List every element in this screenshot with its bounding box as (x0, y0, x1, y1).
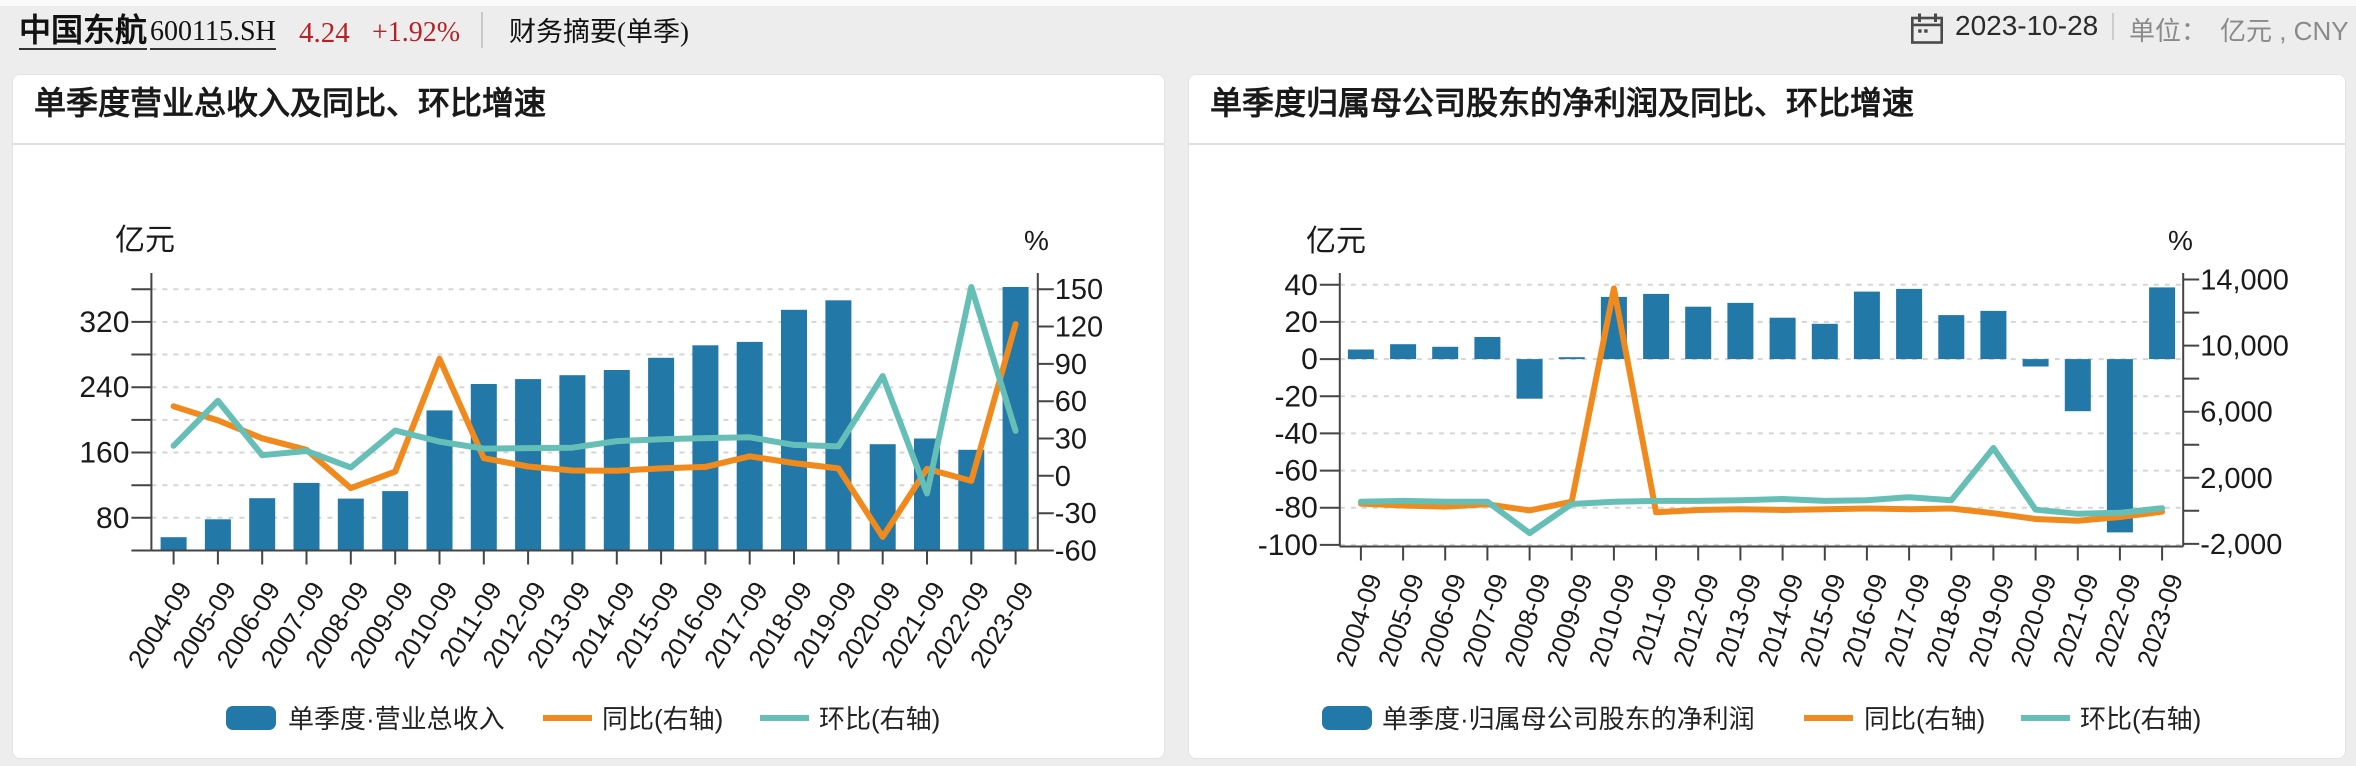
svg-text:120: 120 (1055, 312, 1103, 344)
svg-text:2,000: 2,000 (2200, 463, 2273, 495)
svg-text:-2,000: -2,000 (2200, 529, 2282, 561)
svg-text:90: 90 (1055, 349, 1087, 381)
svg-text:-60: -60 (1055, 536, 1097, 568)
svg-text:亿元: 亿元 (115, 224, 175, 257)
svg-text:6,000: 6,000 (2200, 397, 2273, 429)
svg-text:同比(右轴): 同比(右轴) (1864, 704, 1985, 734)
svg-text:%: % (1024, 225, 1049, 256)
svg-text:-100: -100 (1258, 529, 1318, 562)
svg-text:单季度·归属母公司股东的净利润: 单季度·归属母公司股东的净利润 (1382, 704, 1755, 734)
svg-text:160: 160 (79, 437, 129, 470)
svg-text:40: 40 (1284, 269, 1317, 302)
svg-text:-30: -30 (1055, 498, 1097, 530)
svg-text:14,000: 14,000 (2200, 265, 2289, 297)
svg-text:80: 80 (96, 502, 129, 535)
svg-text:320: 320 (79, 306, 129, 339)
svg-text:-80: -80 (1274, 492, 1317, 525)
svg-text:单季度·营业总收入: 单季度·营业总收入 (288, 704, 505, 734)
svg-text:%: % (2168, 225, 2193, 256)
svg-text:-40: -40 (1274, 417, 1317, 450)
svg-text:20: 20 (1284, 306, 1317, 339)
svg-text:0: 0 (1055, 461, 1071, 493)
svg-text:环比(右轴): 环比(右轴) (2080, 704, 2201, 734)
svg-text:60: 60 (1055, 386, 1087, 418)
svg-text:亿元: 亿元 (1306, 225, 1366, 258)
svg-text:-60: -60 (1274, 455, 1317, 488)
svg-text:150: 150 (1055, 274, 1103, 306)
svg-text:-20: -20 (1274, 380, 1317, 413)
svg-text:环比(右轴): 环比(右轴) (819, 704, 940, 734)
svg-text:0: 0 (1301, 343, 1318, 376)
svg-text:30: 30 (1055, 424, 1087, 456)
svg-text:10,000: 10,000 (2200, 331, 2289, 363)
svg-text:240: 240 (79, 371, 129, 404)
svg-text:同比(右轴): 同比(右轴) (602, 704, 723, 734)
